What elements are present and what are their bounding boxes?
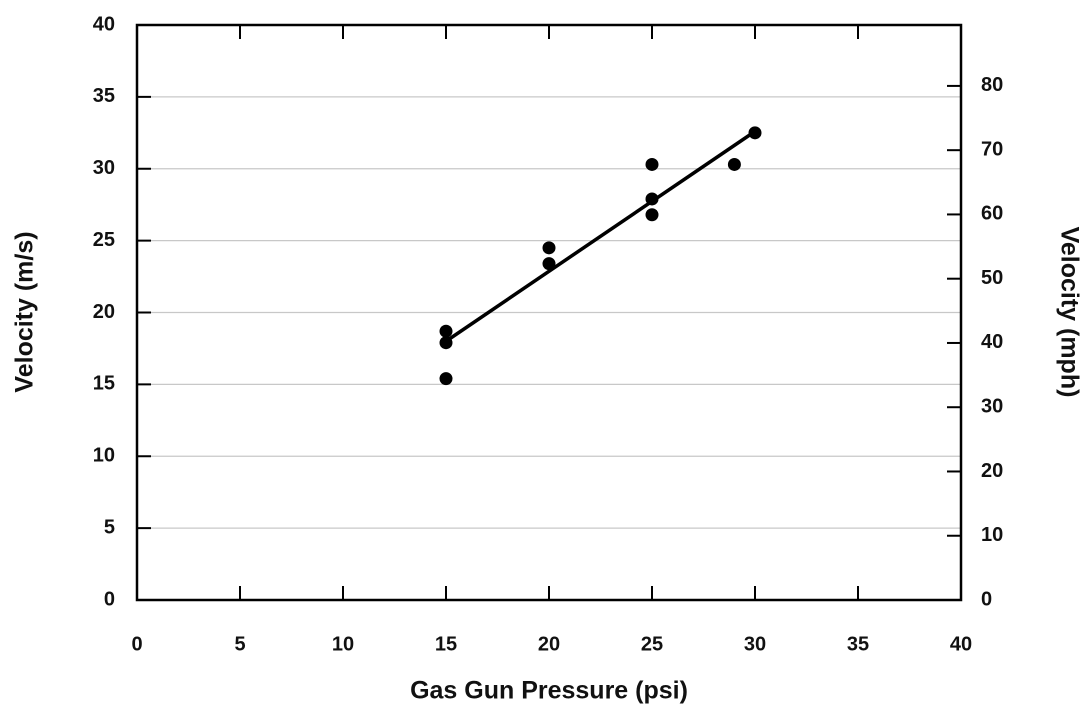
x-axis-title: Gas Gun Pressure (psi)	[410, 677, 688, 705]
y2-tick-label: 30	[981, 396, 1003, 418]
y2-tick-label: 70	[981, 138, 1003, 160]
x-tick-label: 30	[744, 633, 766, 655]
y-axis-title: Velocity (m/s)	[11, 231, 39, 392]
y2-tick-label: 40	[981, 331, 1003, 353]
y-tick-label: 0	[104, 588, 115, 610]
y-tick-label: 5	[104, 516, 115, 538]
point	[727, 157, 741, 171]
y2-axis-title: Velocity (mph)	[1055, 227, 1083, 398]
plot-frame	[135, 23, 963, 602]
x-tick-label: 25	[641, 633, 663, 655]
y2-tick-label: 80	[981, 74, 1003, 96]
point	[645, 208, 659, 222]
point	[542, 257, 556, 271]
y-tick-label: 40	[93, 13, 115, 35]
y-tick-label: 15	[93, 373, 115, 395]
y2-tick-label: 60	[981, 203, 1003, 225]
y2-tick-label: 20	[981, 460, 1003, 482]
point	[439, 372, 453, 386]
y-tick-label: 30	[93, 157, 115, 179]
point	[439, 324, 453, 338]
x-tick-label: 15	[435, 633, 457, 655]
x-tick-label: 20	[538, 633, 560, 655]
x-tick-label: 5	[234, 633, 245, 655]
y2-tick-label: 0	[981, 588, 992, 610]
x-tick-label: 40	[950, 633, 972, 655]
x-tick-label: 35	[847, 633, 869, 655]
y-tick-label: 20	[93, 301, 115, 323]
y2-tick-label: 50	[981, 267, 1003, 289]
point	[542, 241, 556, 255]
y-tick-label: 25	[93, 229, 115, 251]
x-tick-label: 0	[131, 633, 142, 655]
point	[645, 157, 659, 171]
y-tick-label: 10	[93, 445, 115, 467]
y-tick-label: 35	[93, 85, 115, 107]
fit-line	[445, 129, 756, 343]
x-tick-label: 10	[332, 633, 354, 655]
y2-tick-label: 10	[981, 524, 1003, 546]
